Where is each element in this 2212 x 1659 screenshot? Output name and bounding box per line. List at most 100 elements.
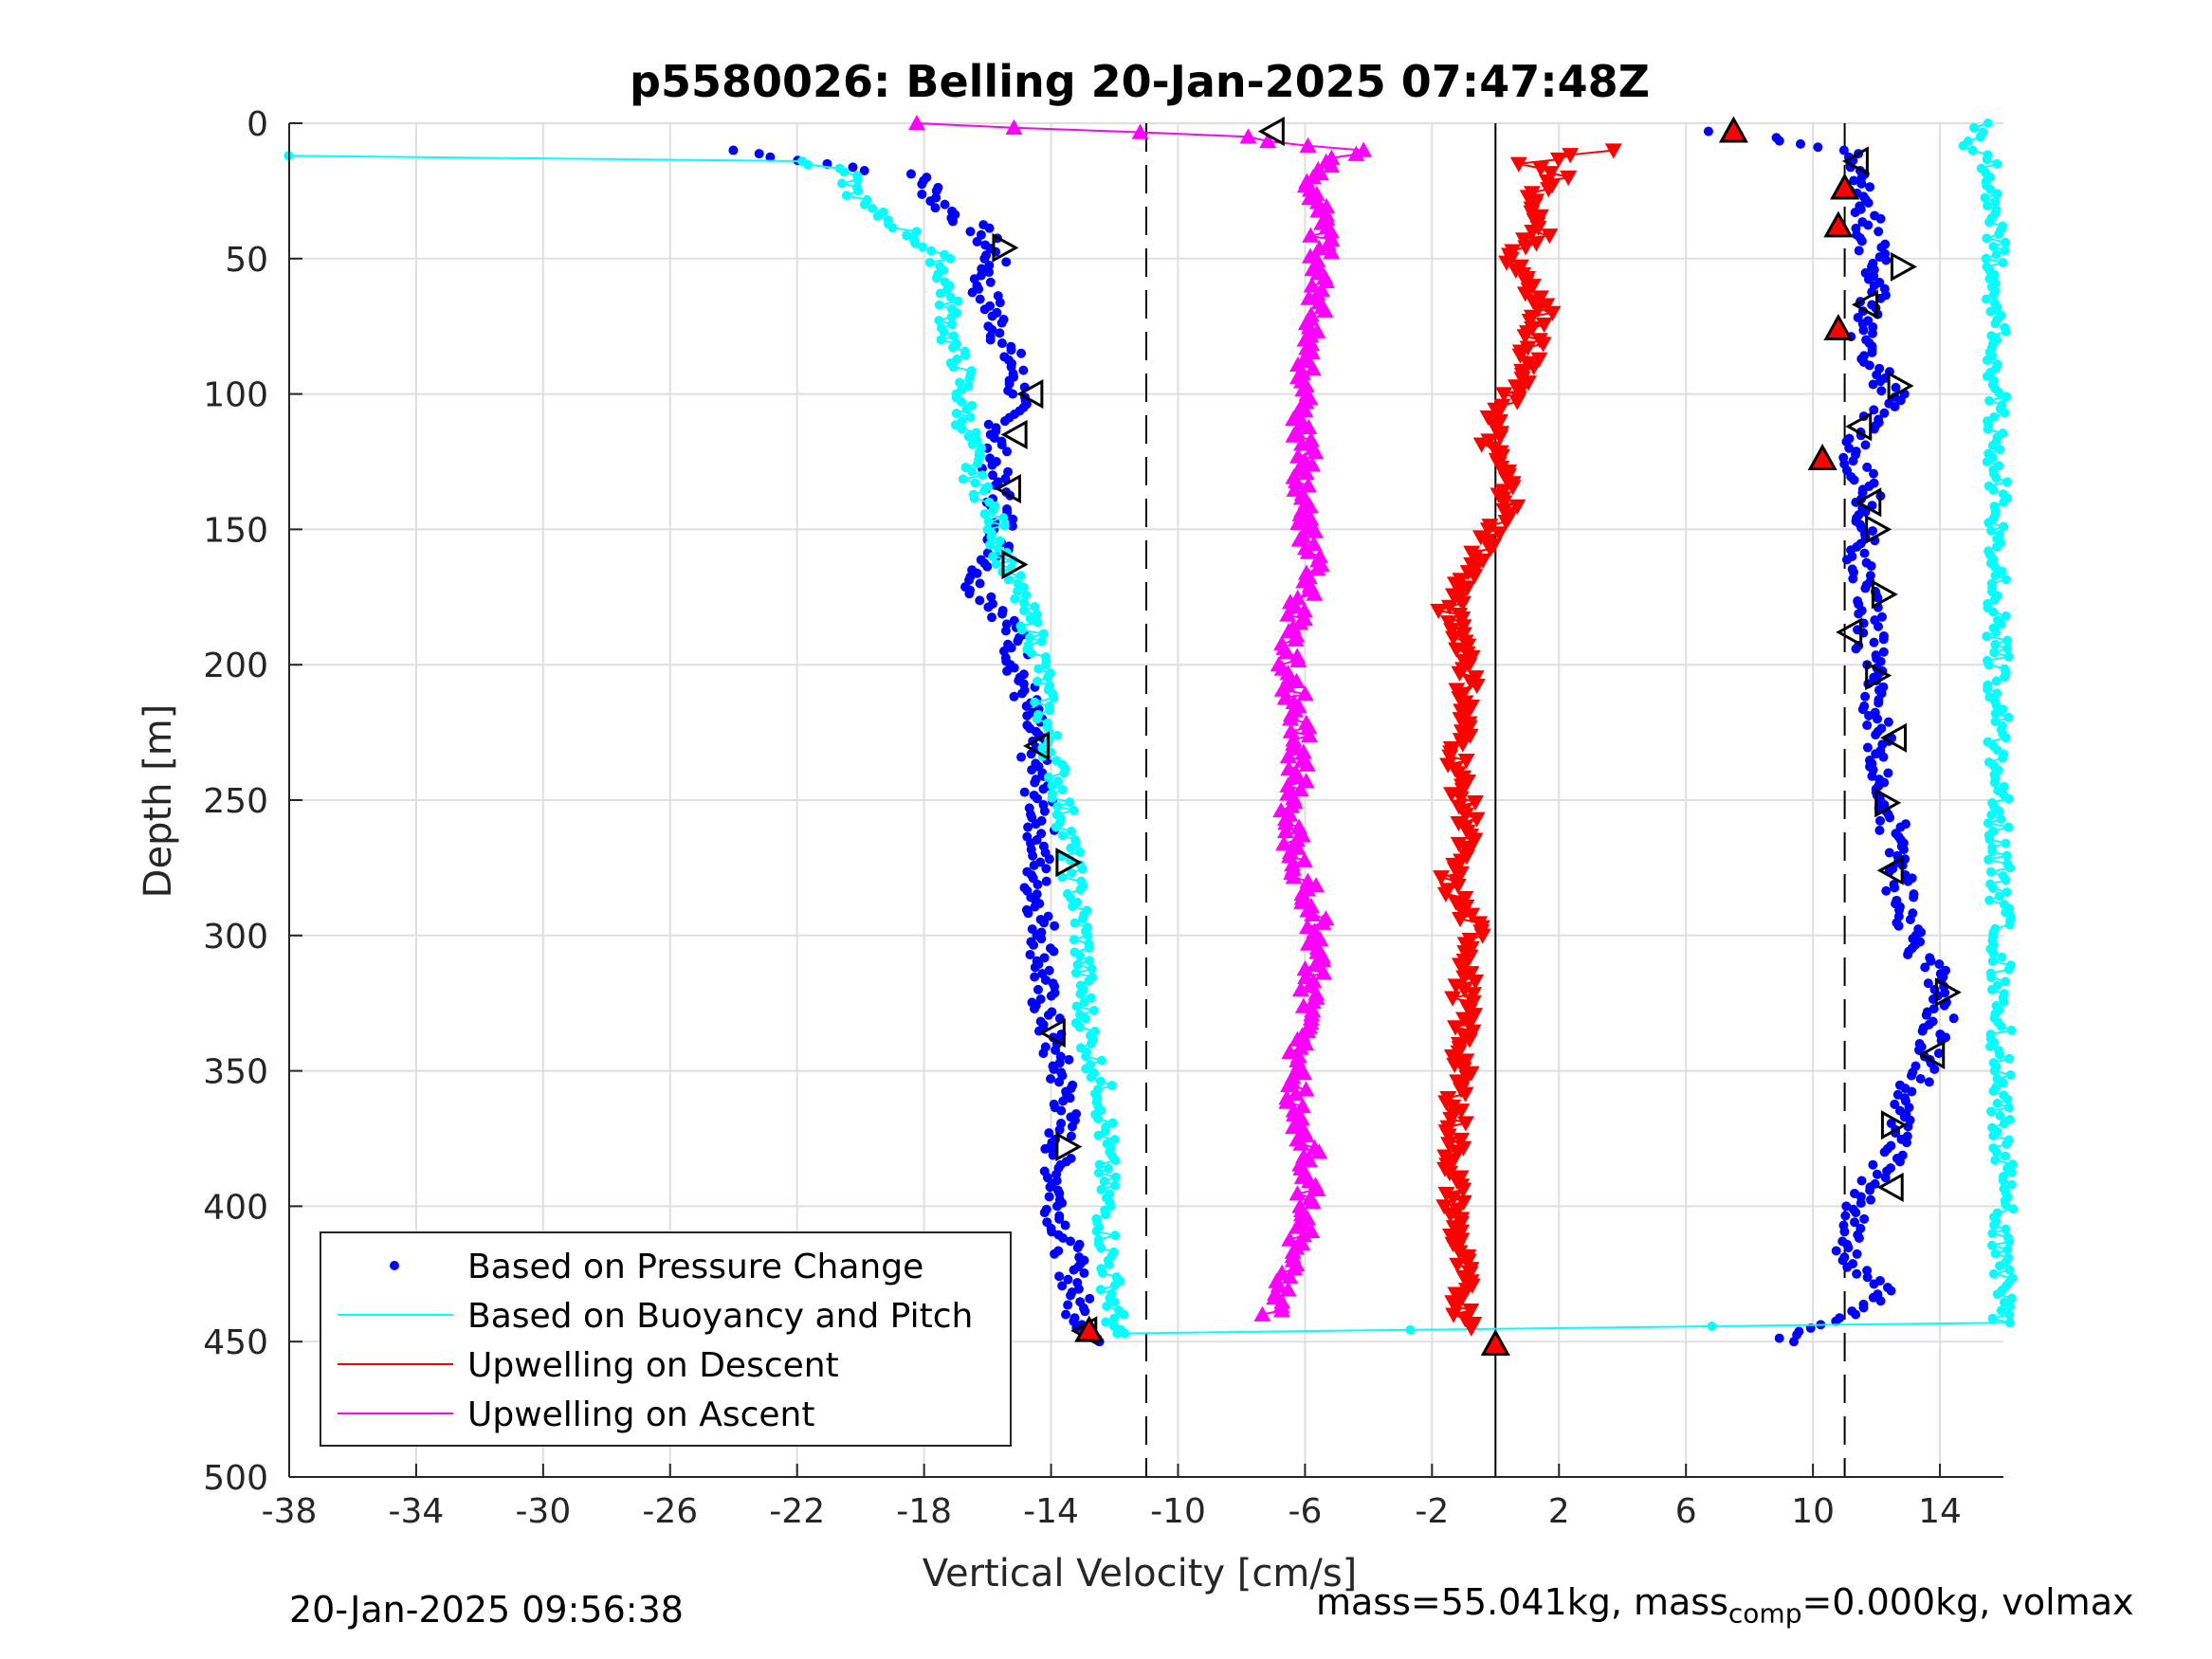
data-point xyxy=(961,404,972,414)
data-point xyxy=(1293,435,1311,451)
data-point xyxy=(1454,619,1472,635)
data-point xyxy=(1473,928,1491,944)
data-point xyxy=(984,223,995,233)
y-tick-label: 350 xyxy=(203,1053,268,1092)
data-point xyxy=(1872,1169,1882,1179)
data-point xyxy=(1848,1204,1858,1214)
event-marker xyxy=(992,232,1019,263)
x-tick-label: -38 xyxy=(262,1492,318,1531)
data-point xyxy=(1876,386,1887,396)
data-point xyxy=(1910,1061,1921,1071)
data-point xyxy=(1295,1122,1313,1139)
data-point xyxy=(1086,993,1096,1003)
data-point xyxy=(1874,1275,1885,1285)
data-point xyxy=(1855,201,1865,211)
data-point xyxy=(1987,1313,1998,1323)
data-point xyxy=(1316,268,1334,284)
data-point xyxy=(1103,1163,1113,1174)
data-point xyxy=(1840,1211,1851,1221)
data-point xyxy=(1989,647,2000,658)
data-point xyxy=(1297,968,1315,984)
data-point xyxy=(1881,885,1892,896)
data-point xyxy=(1430,603,1448,620)
data-point xyxy=(1897,1150,1908,1160)
data-point xyxy=(1131,123,1149,139)
x-tick-label: -30 xyxy=(515,1492,571,1531)
data-point xyxy=(1104,1259,1114,1269)
data-point xyxy=(1295,602,1313,618)
data-point xyxy=(1519,190,1537,206)
data-point xyxy=(1987,1122,1998,1133)
data-point xyxy=(1109,1135,1120,1145)
data-point xyxy=(1039,953,1050,963)
data-point xyxy=(1095,1076,1106,1086)
data-point xyxy=(1096,1184,1106,1194)
data-point xyxy=(1009,691,1019,702)
data-point xyxy=(2007,1159,2018,1170)
data-point xyxy=(1037,743,1048,754)
data-point xyxy=(803,159,814,170)
data-point xyxy=(983,419,994,429)
data-point xyxy=(934,300,944,310)
data-point xyxy=(1472,437,1490,453)
event-marker xyxy=(1880,722,1908,753)
data-point xyxy=(997,609,1008,619)
data-point xyxy=(1453,853,1471,869)
data-point xyxy=(1862,462,1873,472)
data-point xyxy=(1046,991,1056,1001)
data-point xyxy=(1856,1223,1866,1233)
data-point xyxy=(1463,907,1481,923)
x-tick-label: -18 xyxy=(896,1492,952,1531)
data-point xyxy=(1467,974,1485,991)
data-point xyxy=(1013,586,1023,596)
data-point xyxy=(965,227,976,237)
y-tick-label: 500 xyxy=(203,1459,268,1498)
red-event-marker xyxy=(1823,210,1854,238)
data-point xyxy=(1031,819,1041,830)
data-point xyxy=(1837,1236,1848,1247)
data-point xyxy=(1029,939,1039,950)
data-point xyxy=(2002,392,2012,402)
data-point xyxy=(1433,870,1451,886)
data-point xyxy=(1490,406,1508,422)
data-point xyxy=(1030,972,1040,982)
data-point xyxy=(1296,451,1314,468)
data-point xyxy=(1451,1245,1469,1261)
data-point xyxy=(2003,1252,2014,1263)
data-point xyxy=(996,318,1007,328)
data-point xyxy=(999,520,1010,531)
data-point xyxy=(1861,335,1872,345)
data-point xyxy=(1848,1259,1858,1269)
event-marker xyxy=(1876,1172,1904,1202)
data-point xyxy=(1703,126,1713,137)
data-point xyxy=(987,311,997,321)
data-point xyxy=(1278,1089,1296,1105)
data-point xyxy=(1084,976,1094,987)
data-point xyxy=(2002,1232,2013,1243)
y-tick-label: 100 xyxy=(203,376,268,415)
data-point xyxy=(1021,590,1032,600)
data-point xyxy=(1457,1053,1475,1069)
data-point xyxy=(1886,1119,1896,1129)
data-point xyxy=(1085,1293,1095,1304)
data-point xyxy=(1308,193,1326,210)
data-point xyxy=(1437,1187,1455,1203)
data-point xyxy=(1317,910,1335,926)
data-point xyxy=(1454,1194,1472,1212)
data-point xyxy=(1052,801,1063,811)
data-point xyxy=(1270,656,1288,672)
data-point xyxy=(1994,891,2004,902)
data-point xyxy=(1455,970,1473,986)
data-point xyxy=(948,362,959,373)
data-point xyxy=(1870,210,1880,221)
data-point xyxy=(1455,982,1473,998)
data-point xyxy=(1991,1082,2002,1092)
data-point xyxy=(1876,723,1887,734)
data-point xyxy=(1302,327,1320,343)
data-point xyxy=(1986,525,1997,536)
data-point xyxy=(1093,1168,1104,1178)
footer-mass-info: mass=55.041kg, masscomp=0.000kg, volmax xyxy=(1316,1581,2133,1630)
event-marker xyxy=(1257,117,1285,147)
data-point xyxy=(1441,1207,1459,1224)
data-point xyxy=(987,612,997,623)
